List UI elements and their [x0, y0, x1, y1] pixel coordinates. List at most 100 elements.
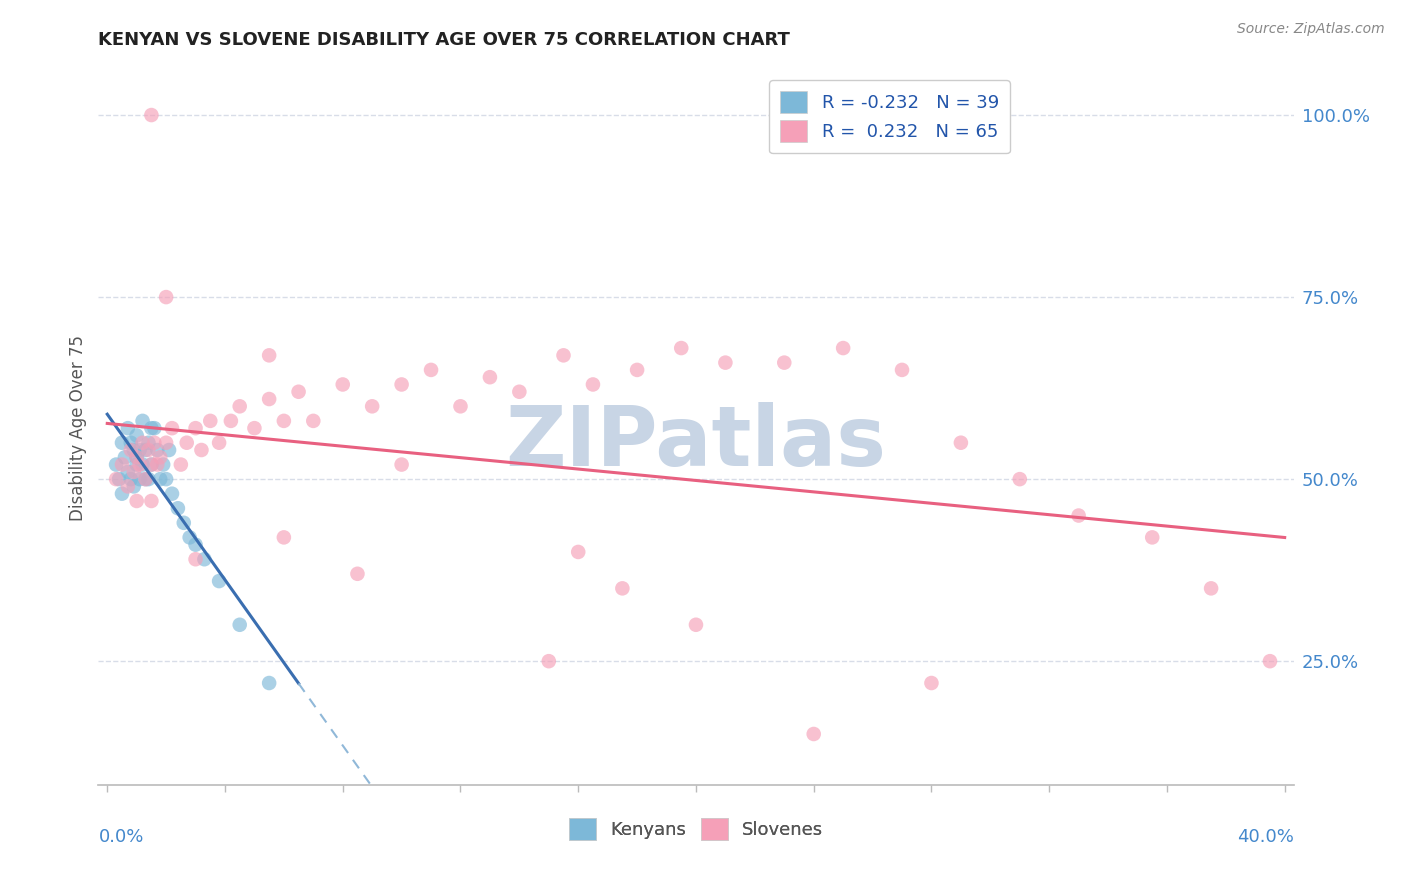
Point — [219, 414, 242, 428]
Text: 40.0%: 40.0% — [1237, 828, 1294, 846]
Point — [134, 472, 156, 486]
Point — [105, 458, 128, 472]
Point — [193, 552, 215, 566]
Point — [302, 414, 325, 428]
Point — [671, 341, 693, 355]
Point — [1067, 508, 1090, 523]
Point — [685, 617, 707, 632]
Point — [138, 435, 160, 450]
Point — [170, 458, 193, 472]
Point — [141, 494, 163, 508]
Text: Source: ZipAtlas.com: Source: ZipAtlas.com — [1237, 22, 1385, 37]
Point — [125, 428, 148, 442]
Point — [131, 435, 153, 450]
Point — [134, 472, 156, 486]
Point — [1008, 472, 1031, 486]
Point — [714, 356, 737, 370]
Point — [105, 472, 128, 486]
Point — [117, 479, 139, 493]
Point — [117, 465, 139, 479]
Point — [138, 442, 160, 457]
Point — [508, 384, 530, 399]
Point — [257, 676, 280, 690]
Point — [122, 442, 145, 457]
Point — [200, 414, 222, 428]
Point — [146, 458, 169, 472]
Point — [626, 363, 648, 377]
Point — [1199, 582, 1222, 596]
Point — [891, 363, 914, 377]
Point — [803, 727, 825, 741]
Point — [176, 435, 198, 450]
Point — [1142, 530, 1164, 544]
Point — [134, 442, 156, 457]
Point — [173, 516, 195, 530]
Point — [167, 501, 190, 516]
Point — [1258, 654, 1281, 668]
Text: 0.0%: 0.0% — [98, 828, 143, 846]
Point — [155, 290, 177, 304]
Point — [420, 363, 443, 377]
Point — [582, 377, 605, 392]
Point — [537, 654, 560, 668]
Point — [125, 450, 148, 465]
Point — [141, 108, 163, 122]
Point — [190, 442, 212, 457]
Point — [287, 384, 309, 399]
Point — [152, 458, 174, 472]
Point — [138, 472, 160, 486]
Point — [111, 458, 134, 472]
Y-axis label: Disability Age Over 75: Disability Age Over 75 — [69, 335, 87, 521]
Point — [128, 442, 150, 457]
Point — [332, 377, 354, 392]
Point — [120, 442, 142, 457]
Point — [157, 442, 180, 457]
Point — [478, 370, 501, 384]
Point — [949, 435, 972, 450]
Point — [149, 472, 172, 486]
Point — [155, 435, 177, 450]
Point — [208, 435, 231, 450]
Point — [155, 472, 177, 486]
Legend: Kenyans, Slovenes: Kenyans, Slovenes — [561, 811, 831, 847]
Point — [553, 348, 575, 362]
Point — [141, 458, 163, 472]
Point — [391, 377, 413, 392]
Point — [228, 617, 250, 632]
Point — [128, 458, 150, 472]
Point — [361, 400, 384, 414]
Point — [273, 530, 295, 544]
Point — [160, 421, 183, 435]
Point — [346, 566, 368, 581]
Point — [141, 421, 163, 435]
Point — [450, 400, 472, 414]
Point — [257, 392, 280, 406]
Point — [149, 450, 172, 465]
Point — [920, 676, 942, 690]
Point — [184, 552, 207, 566]
Point — [160, 486, 183, 500]
Point — [391, 458, 413, 472]
Point — [208, 574, 231, 588]
Point — [243, 421, 266, 435]
Point — [120, 435, 142, 450]
Point — [120, 472, 142, 486]
Point — [114, 450, 136, 465]
Point — [122, 465, 145, 479]
Point — [184, 421, 207, 435]
Point — [125, 458, 148, 472]
Point — [111, 435, 134, 450]
Point — [128, 472, 150, 486]
Point — [131, 458, 153, 472]
Point — [125, 450, 148, 465]
Point — [131, 414, 153, 428]
Point — [273, 414, 295, 428]
Point — [228, 400, 250, 414]
Point — [179, 530, 201, 544]
Point — [125, 494, 148, 508]
Point — [257, 348, 280, 362]
Point — [146, 442, 169, 457]
Point — [141, 458, 163, 472]
Point — [143, 435, 166, 450]
Text: KENYAN VS SLOVENE DISABILITY AGE OVER 75 CORRELATION CHART: KENYAN VS SLOVENE DISABILITY AGE OVER 75… — [98, 31, 790, 49]
